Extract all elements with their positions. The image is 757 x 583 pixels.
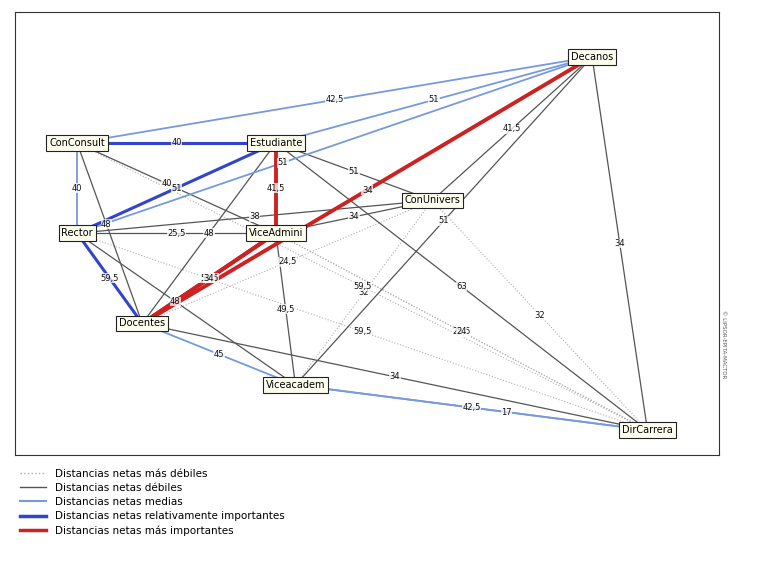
Text: 42,5: 42,5 bbox=[463, 403, 481, 412]
Text: 34: 34 bbox=[362, 185, 372, 195]
Text: 32: 32 bbox=[534, 311, 545, 319]
Text: 40: 40 bbox=[171, 138, 182, 147]
Text: 51: 51 bbox=[278, 158, 288, 167]
Text: 17: 17 bbox=[501, 408, 512, 417]
Text: 48: 48 bbox=[170, 297, 181, 306]
Text: 32: 32 bbox=[359, 288, 369, 297]
Text: 34: 34 bbox=[204, 274, 214, 283]
Text: 59,5: 59,5 bbox=[200, 274, 218, 283]
Text: 40: 40 bbox=[72, 184, 83, 192]
Text: Decanos: Decanos bbox=[571, 52, 613, 62]
Text: 34: 34 bbox=[390, 373, 400, 381]
Text: Docentes: Docentes bbox=[119, 318, 165, 328]
Text: 48: 48 bbox=[204, 229, 214, 238]
Text: 59,5: 59,5 bbox=[101, 274, 119, 283]
Text: 25,5: 25,5 bbox=[167, 229, 185, 238]
Text: 59,5: 59,5 bbox=[353, 327, 372, 336]
Text: ConConsult: ConConsult bbox=[49, 138, 105, 148]
Text: 48: 48 bbox=[101, 220, 112, 229]
Text: 51: 51 bbox=[171, 184, 182, 192]
Text: ViceAdmini: ViceAdmini bbox=[249, 228, 303, 238]
Text: DirCarrera: DirCarrera bbox=[622, 425, 673, 435]
Text: 34: 34 bbox=[349, 212, 360, 222]
Text: 42,5: 42,5 bbox=[326, 96, 344, 104]
Text: 25,5: 25,5 bbox=[453, 327, 471, 336]
Text: 41,5: 41,5 bbox=[503, 124, 522, 133]
Text: 49,5: 49,5 bbox=[276, 304, 294, 314]
Text: 51: 51 bbox=[428, 96, 439, 104]
Text: 41,5: 41,5 bbox=[266, 184, 285, 192]
Text: 38: 38 bbox=[249, 212, 260, 222]
Text: Viceacadem: Viceacadem bbox=[266, 380, 326, 390]
Text: 51: 51 bbox=[438, 216, 449, 226]
Text: Rector: Rector bbox=[61, 228, 93, 238]
Text: 24,5: 24,5 bbox=[278, 258, 297, 266]
Text: © LIPSOR-EPITA-MACTOR: © LIPSOR-EPITA-MACTOR bbox=[721, 310, 725, 378]
Text: 51: 51 bbox=[349, 167, 360, 176]
Text: 59,5: 59,5 bbox=[353, 282, 372, 291]
Text: 24: 24 bbox=[456, 327, 467, 336]
Text: 45: 45 bbox=[213, 350, 224, 359]
Legend: Distancias netas más débiles, Distancias netas débiles, Distancias netas medias,: Distancias netas más débiles, Distancias… bbox=[20, 469, 285, 536]
Text: 63: 63 bbox=[456, 282, 467, 291]
Text: 34: 34 bbox=[615, 239, 625, 248]
Text: Estudiante: Estudiante bbox=[250, 138, 302, 148]
Text: ConUnivers: ConUnivers bbox=[404, 195, 460, 205]
Text: 40: 40 bbox=[161, 179, 172, 188]
